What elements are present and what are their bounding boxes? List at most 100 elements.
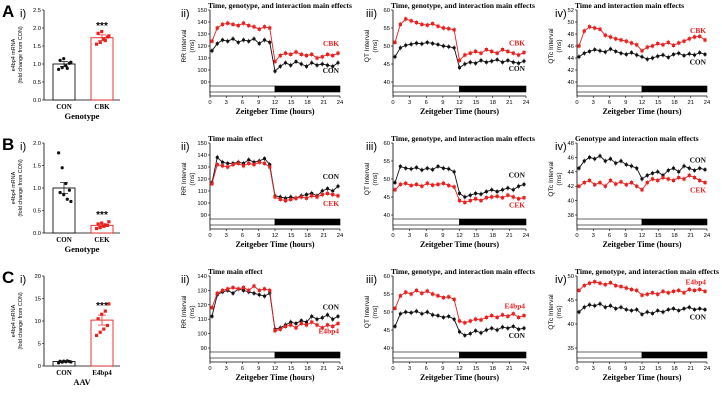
con-point <box>336 61 340 65</box>
line-panel: iii) Time, genotype, and interaction main… <box>364 267 535 382</box>
con-point <box>414 41 419 45</box>
ko-point <box>614 284 618 288</box>
x-tick-label: 9 <box>624 100 627 106</box>
significance-stars: *** <box>96 21 108 32</box>
ko-point <box>431 183 435 187</box>
y-label-line: RR Interval <box>181 295 188 329</box>
ko-point <box>304 196 309 200</box>
con-point <box>598 302 602 306</box>
bar-category-label: CEK <box>94 236 110 244</box>
con-point <box>431 168 435 172</box>
series-label: CON <box>509 170 526 179</box>
y-tick-label: 52 <box>568 8 574 14</box>
y-label-line: (ms) <box>556 305 563 318</box>
ko-series-line <box>578 26 706 52</box>
ko-point <box>479 199 483 203</box>
ko-point <box>577 184 581 188</box>
ko-point <box>273 329 277 333</box>
data-point <box>69 199 73 204</box>
con-point <box>500 60 505 64</box>
ko-point <box>671 43 676 47</box>
y-tick-label: 0 <box>38 364 41 370</box>
ko-point <box>273 60 277 64</box>
x-tick-label: 12 <box>272 100 278 106</box>
x-tick-label: 24 <box>337 366 344 372</box>
con-point <box>608 304 613 308</box>
ko-point <box>414 182 419 186</box>
con-point <box>577 310 581 314</box>
x-tick-label: 12 <box>272 366 278 372</box>
data-point <box>96 31 100 35</box>
bar-category-label: CON <box>56 369 72 377</box>
bar-x-title: AAV <box>73 377 91 387</box>
x-tick-label: 9 <box>441 233 444 239</box>
y-tick-label: 1.5 <box>33 44 41 50</box>
ko-point <box>650 291 655 295</box>
y-tick-label: 50 <box>384 310 390 316</box>
y-label-line: QT Interval <box>364 162 371 195</box>
x-tick-label: 21 <box>506 366 512 372</box>
ko-point <box>236 287 240 291</box>
con-point <box>268 40 272 45</box>
ko-point <box>587 178 592 183</box>
ko-point <box>468 51 472 55</box>
x-tick-label: 15 <box>288 100 294 106</box>
ko-point <box>582 181 586 185</box>
ko-point <box>294 326 298 330</box>
ko-point <box>247 24 251 28</box>
y-tick-label: 45 <box>384 195 390 201</box>
con-point <box>582 51 586 55</box>
con-point <box>484 328 488 332</box>
y-label-line: QT Interval <box>364 295 371 328</box>
y-tick-label: 2.0 <box>33 26 41 32</box>
ko-point <box>463 321 467 325</box>
y-tick-label: 44 <box>568 56 575 62</box>
con-point <box>215 155 219 159</box>
ko-point <box>283 324 288 328</box>
ko-point <box>420 22 424 26</box>
con-point <box>661 53 665 57</box>
ko-point <box>447 295 451 299</box>
con-point <box>671 307 676 311</box>
ko-point <box>619 180 623 184</box>
ko-point <box>252 163 256 167</box>
data-point <box>96 317 100 321</box>
y-axis-label: QT Interval (ms) <box>364 29 379 62</box>
con-point <box>452 46 456 50</box>
con-point <box>698 307 702 311</box>
ko-point <box>283 199 288 203</box>
ko-point <box>692 35 697 39</box>
con-point <box>506 326 510 330</box>
con-point <box>283 61 288 65</box>
ko-point <box>598 27 602 31</box>
ko-point <box>698 178 702 183</box>
con-point <box>452 317 456 321</box>
x-tick-label: 0 <box>208 100 211 106</box>
series-label: CON <box>690 57 707 66</box>
data-point <box>58 190 62 195</box>
con-series-line <box>211 288 339 330</box>
con-point <box>587 49 592 54</box>
con-point <box>252 37 256 41</box>
con-point <box>614 49 618 54</box>
con-point <box>517 61 521 65</box>
ko-point <box>257 160 261 164</box>
con-point <box>656 54 660 58</box>
x-axis-title: Zeitgeber Time (hours) <box>235 373 314 382</box>
ko-point <box>315 323 319 327</box>
y-tick-label: 110 <box>198 56 207 62</box>
ko-point <box>619 284 623 289</box>
x-tick-label: 3 <box>408 100 411 106</box>
significance-stars: *** <box>96 301 108 312</box>
ko-point <box>310 52 314 56</box>
con-point <box>608 47 613 51</box>
x-tick-label: 15 <box>655 366 661 372</box>
con-point <box>468 193 472 197</box>
con-point <box>677 308 681 313</box>
con-point <box>463 62 467 66</box>
x-tick-label: 9 <box>624 233 627 239</box>
series-label: CBK <box>690 26 706 35</box>
con-point <box>436 314 440 318</box>
